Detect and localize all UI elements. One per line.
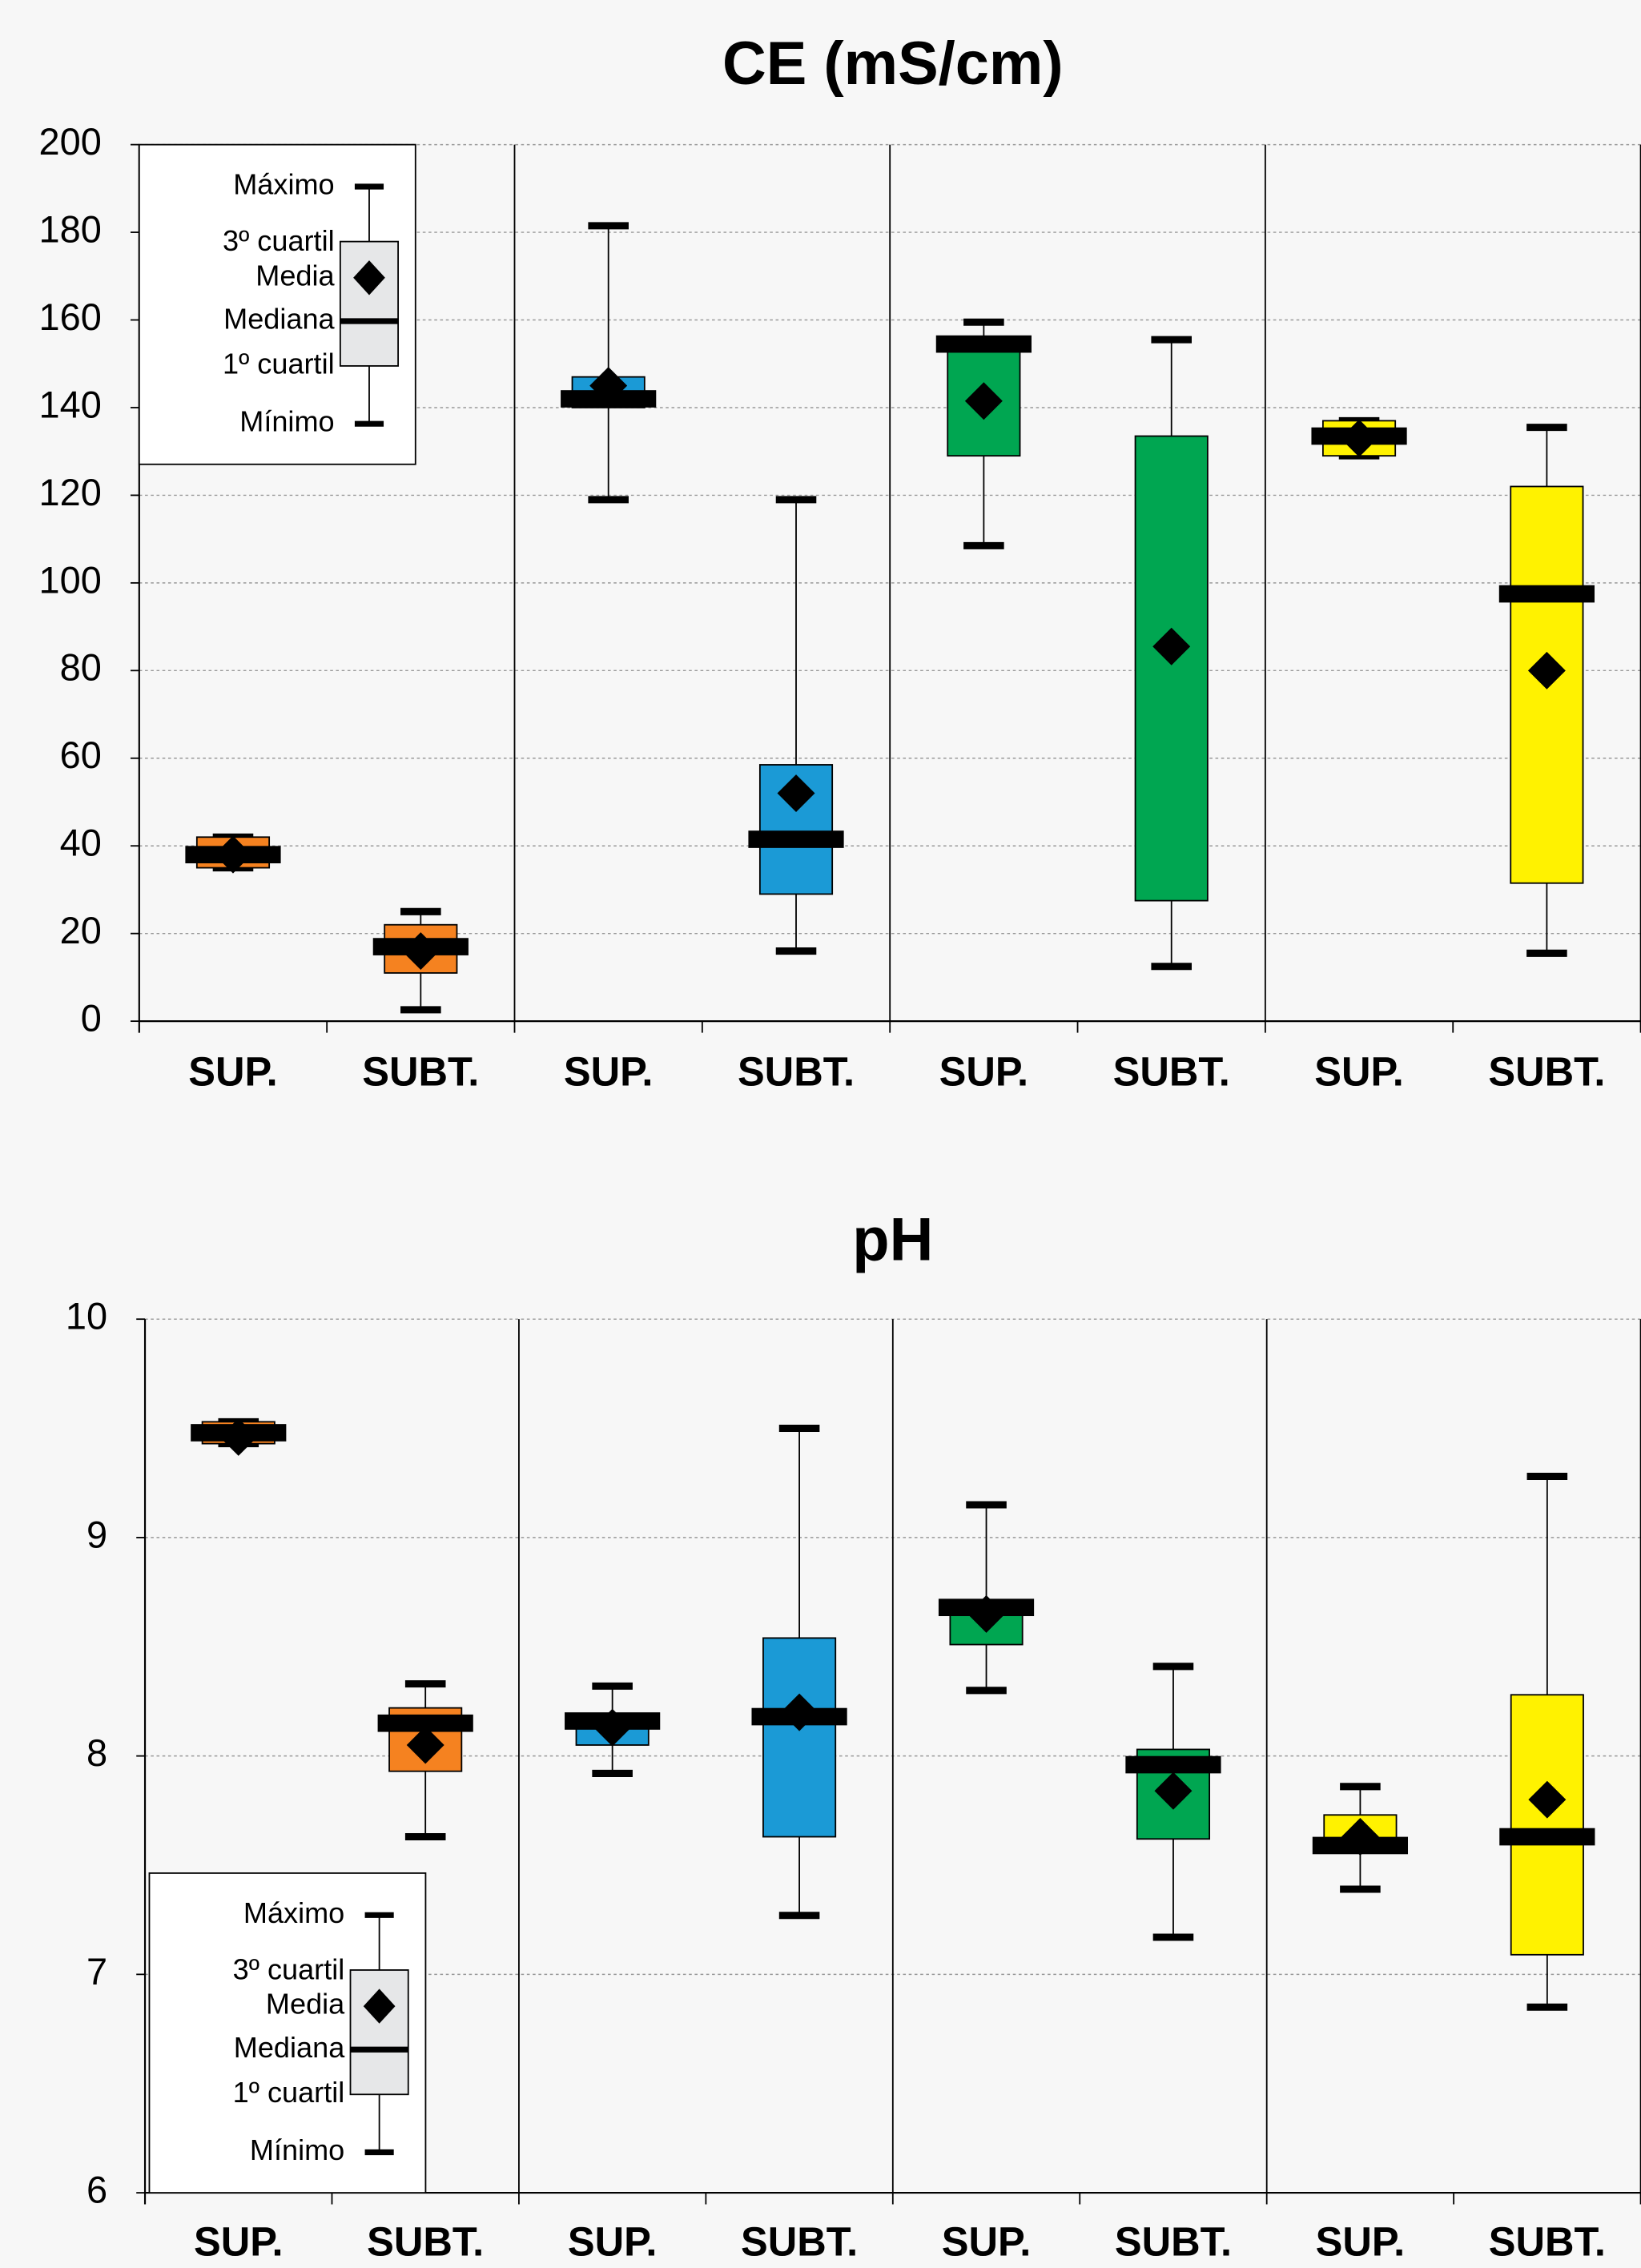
legend-label: Media bbox=[266, 1988, 345, 2021]
y-tick-label: 9 bbox=[86, 1513, 107, 1555]
x-tick-label: SUP. bbox=[1316, 2218, 1405, 2264]
mean-marker bbox=[777, 774, 815, 813]
x-tick-label: SUP. bbox=[568, 2218, 658, 2264]
y-tick-label: 20 bbox=[60, 909, 102, 951]
median-bar bbox=[1499, 1828, 1595, 1846]
mean-marker bbox=[589, 367, 628, 405]
legend-label: Mínimo bbox=[239, 405, 334, 438]
legend-iqr bbox=[339, 240, 400, 367]
legend-label: 3º cuartil bbox=[223, 224, 335, 257]
x-tick-label: SUBT. bbox=[1115, 2218, 1232, 2264]
median-bar bbox=[1125, 1755, 1221, 1774]
x-tick-label: SUBT. bbox=[362, 1048, 479, 1094]
legend-mean bbox=[353, 260, 385, 296]
median-bar bbox=[377, 1714, 473, 1732]
x-tick-label: SUP. bbox=[942, 2218, 1032, 2264]
median-bar bbox=[748, 830, 844, 848]
x-tick-label: SUBT. bbox=[738, 1048, 855, 1094]
mean-marker bbox=[1152, 627, 1191, 666]
legend-label: 1º cuartil bbox=[233, 2076, 345, 2109]
y-tick-label: 200 bbox=[39, 120, 102, 163]
x-tick-label: SUBT. bbox=[1488, 1048, 1605, 1094]
legend-label: 1º cuartil bbox=[223, 347, 335, 380]
legend-label: Mediana bbox=[223, 303, 335, 336]
y-tick-label: 10 bbox=[66, 1295, 107, 1337]
mean-marker bbox=[1527, 651, 1566, 690]
y-tick-label: 0 bbox=[81, 997, 102, 1040]
legend-label: Mínimo bbox=[250, 2133, 344, 2166]
chart-title: CE (mS/cm) bbox=[722, 30, 1064, 98]
y-tick-label: 60 bbox=[60, 734, 102, 776]
y-tick-label: 140 bbox=[39, 383, 102, 425]
legend-label: Mediana bbox=[234, 2031, 345, 2064]
legend-label: Máximo bbox=[233, 168, 334, 201]
y-tick-label: 80 bbox=[60, 646, 102, 689]
legend-label: 3º cuartil bbox=[233, 1952, 345, 1985]
y-tick-label: 100 bbox=[39, 558, 102, 601]
x-tick-label: SUBT. bbox=[367, 2218, 484, 2264]
chart-title: pH bbox=[852, 1205, 933, 1273]
x-tick-label: SUP. bbox=[1314, 1048, 1404, 1094]
y-tick-label: 160 bbox=[39, 296, 102, 338]
x-tick-label: SUBT. bbox=[1113, 1048, 1230, 1094]
box bbox=[1134, 435, 1209, 902]
y-tick-label: 40 bbox=[60, 822, 102, 864]
mean-marker bbox=[967, 1594, 1006, 1633]
x-tick-label: SUP. bbox=[194, 2218, 284, 2264]
x-tick-label: SUP. bbox=[939, 1048, 1028, 1094]
x-tick-label: SUBT. bbox=[741, 2218, 858, 2264]
y-tick-label: 6 bbox=[86, 2168, 107, 2210]
legend-iqr bbox=[349, 1969, 409, 2096]
mean-marker bbox=[593, 1708, 632, 1747]
y-tick-label: 120 bbox=[39, 471, 102, 513]
median-bar bbox=[935, 335, 1032, 353]
mean-marker bbox=[406, 1726, 444, 1764]
x-tick-label: SUP. bbox=[188, 1048, 278, 1094]
box bbox=[1510, 1694, 1584, 1956]
y-tick-label: 180 bbox=[39, 207, 102, 250]
median-bar bbox=[1498, 585, 1595, 603]
y-tick-label: 8 bbox=[86, 1731, 107, 1774]
y-tick-label: 7 bbox=[86, 1950, 107, 1993]
x-tick-label: SUBT. bbox=[1489, 2218, 1606, 2264]
box bbox=[762, 1637, 837, 1838]
legend-label: Máximo bbox=[243, 1896, 344, 1929]
legend-label: Media bbox=[255, 259, 335, 292]
x-tick-label: SUP. bbox=[564, 1048, 654, 1094]
